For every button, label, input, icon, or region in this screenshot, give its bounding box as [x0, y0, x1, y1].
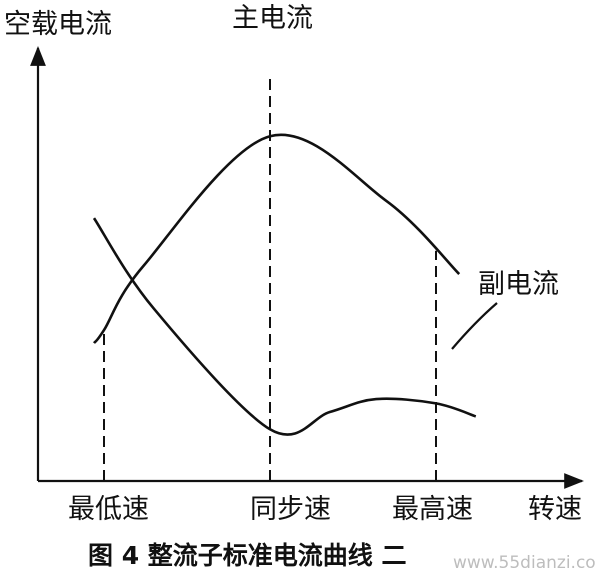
- figure-caption: 图 4 整流子标准电流曲线 二: [88, 541, 407, 570]
- current-curves: [92, 133, 498, 436]
- aux-current-leader-line: [451, 302, 498, 350]
- x-tick-label-max: 最高速: [392, 494, 473, 525]
- x-axis-label: 转速: [528, 494, 582, 525]
- x-tick-label-min: 最低速: [68, 494, 149, 525]
- y-axis-label: 空载电流: [4, 9, 112, 40]
- speed-guide-lines: [103, 75, 437, 481]
- main-current-curve: [92, 133, 461, 344]
- series-label-main-current: 主电流: [232, 3, 313, 34]
- x-tick-label-sync: 同步速: [250, 494, 331, 525]
- series-label-aux-current: 副电流: [478, 269, 559, 300]
- watermark: www.55dianzi.com: [453, 553, 595, 573]
- aux-current-curve: [92, 217, 477, 436]
